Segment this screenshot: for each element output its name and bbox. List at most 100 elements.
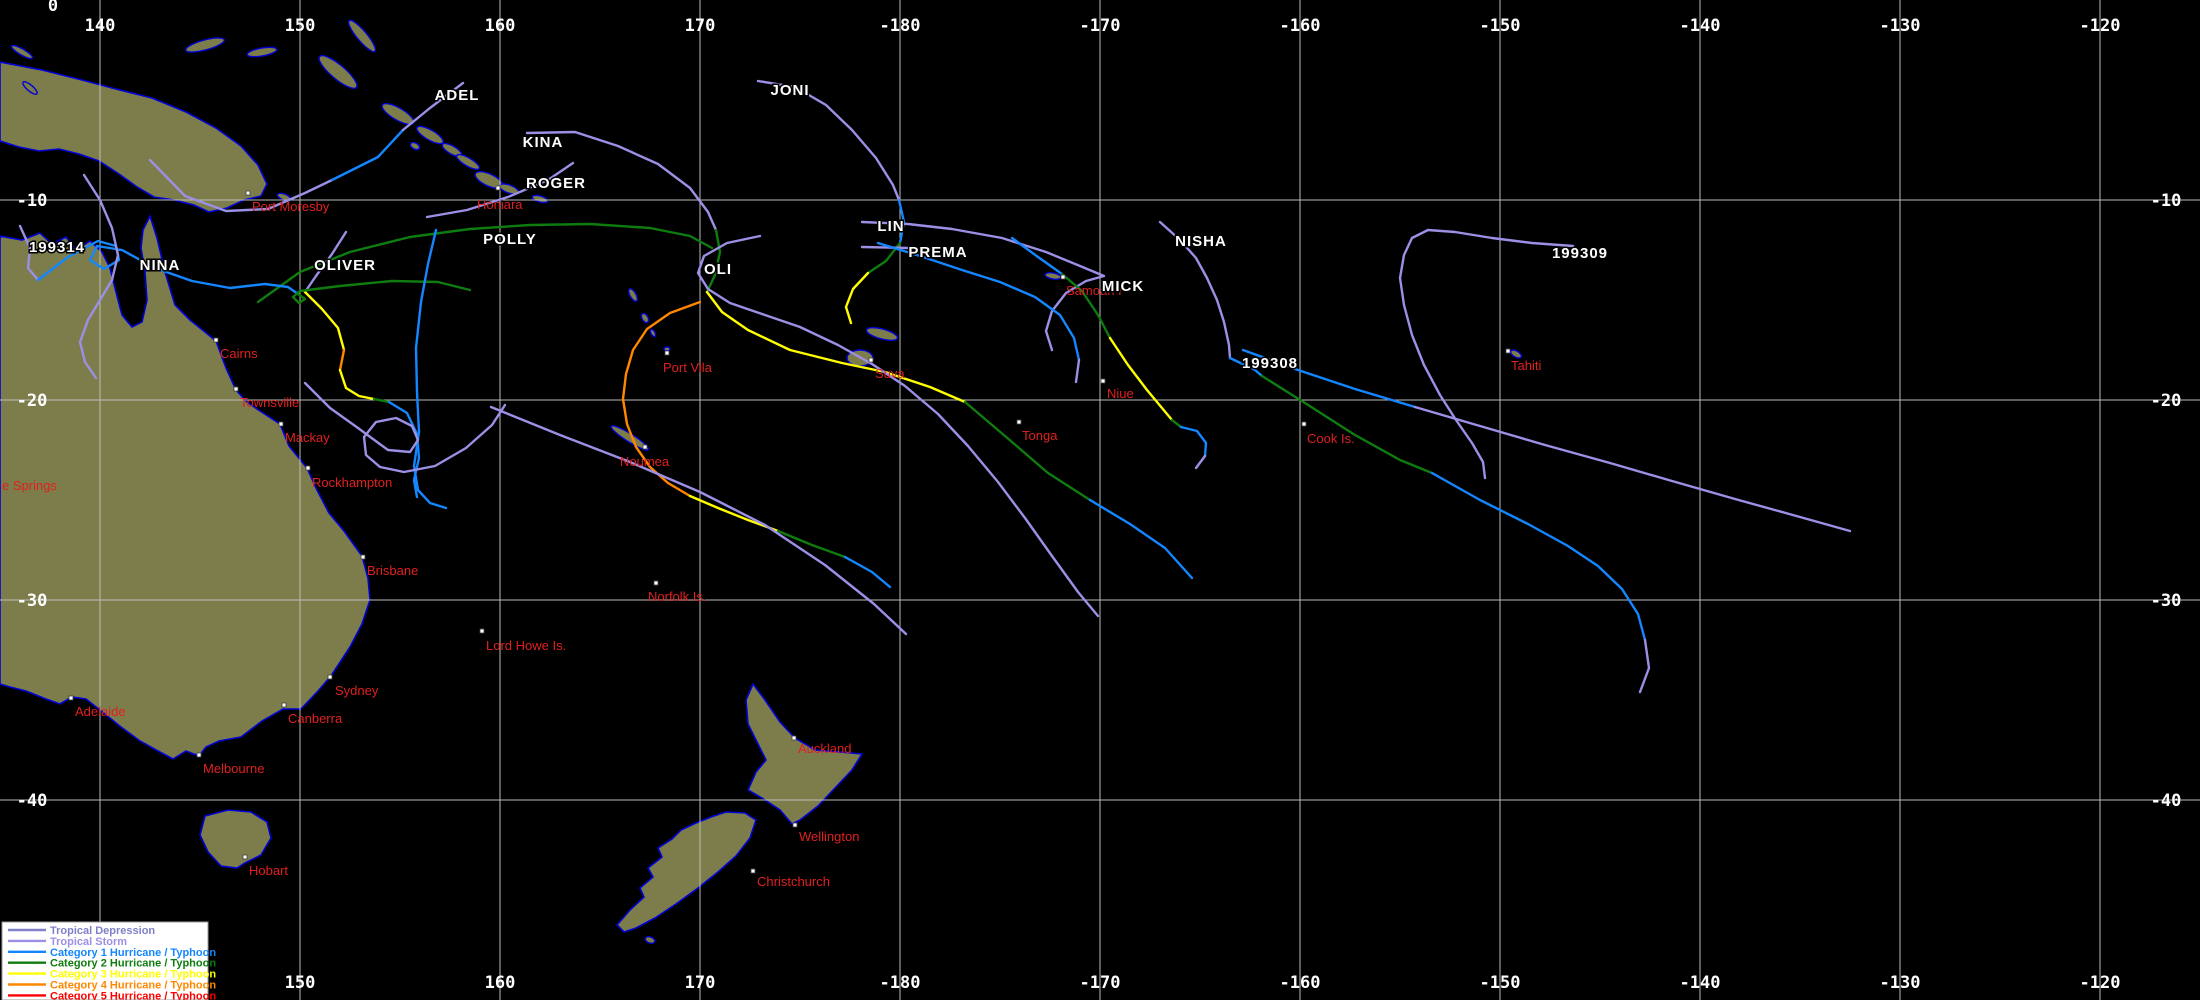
storm-label-adel: ADEL <box>435 87 480 104</box>
track-segment-ts <box>489 405 908 636</box>
city-tonga: Tonga <box>1016 419 1058 443</box>
storm-label-lin: LIN <box>877 218 904 235</box>
latitude-label-left: -10 <box>17 191 48 211</box>
land-nz-north-island <box>745 682 864 825</box>
track-KINA <box>525 130 1194 580</box>
track-199308 <box>1241 348 1852 533</box>
city-lord-howe-is-: Lord Howe Is. <box>479 628 566 653</box>
legend-item-c2: Category 2 Hurricane / Typhoon <box>8 958 216 970</box>
latitude-label-left: -40 <box>17 791 48 811</box>
island <box>22 81 38 95</box>
city-niue: Niue <box>1100 378 1134 401</box>
city-dot <box>1301 421 1307 427</box>
track-segment-c1 <box>1430 471 1647 642</box>
city-dot <box>495 185 501 191</box>
legend-item-c3: Category 3 Hurricane / Typhoon <box>8 969 216 981</box>
track-segment-ts <box>525 130 718 232</box>
city-dot <box>305 465 311 471</box>
city-sydney: Sydney <box>327 674 379 698</box>
track-segment-c3 <box>303 290 346 352</box>
track-tasman-loop <box>303 381 507 474</box>
track-segment-ts <box>860 245 940 252</box>
storm-label-kina: KINA <box>523 134 564 151</box>
longitude-label-bottom: -130 <box>1880 973 1921 993</box>
city-dot <box>213 337 219 343</box>
city-dot <box>868 357 874 363</box>
city-port-moresby: Port Moresby <box>245 190 330 214</box>
city-brisbane: Brisbane <box>360 554 418 578</box>
city-markers: Port Moresby Honiara Cairns Townsville Macka… <box>2 185 1541 889</box>
city-dot <box>1016 419 1022 425</box>
island <box>531 194 549 204</box>
track-ROGER <box>425 161 575 219</box>
storm-label-nisha: NISHA <box>1175 233 1227 250</box>
longitude-label-top: -170 <box>1080 16 1121 36</box>
longitude-label-top: -160 <box>1280 16 1321 36</box>
track-segment-ts <box>78 173 120 380</box>
city-label: Brisbane <box>367 563 418 578</box>
track-ADEL <box>148 81 465 213</box>
longitude-label-top: -150 <box>1480 16 1521 36</box>
track-segment-c2 <box>776 529 847 559</box>
track-LIN-branch <box>860 245 940 252</box>
city-label: Norfolk Is. <box>648 589 707 604</box>
longitude-label-bottom: -160 <box>1280 973 1321 993</box>
latitude-label-right: -10 <box>2151 191 2182 211</box>
city-label: Cairns <box>220 346 258 361</box>
legend-item-c1: Category 1 Hurricane / Typhoon <box>8 947 216 959</box>
city-dot <box>233 386 239 392</box>
city-label: Niue <box>1107 386 1134 401</box>
track-segment-c2 <box>1260 374 1434 475</box>
track-segment-c2 <box>963 400 1092 502</box>
city-label: Mackay <box>285 430 330 445</box>
legend-item-c5: Category 5 Hurricane / Typhoon <box>8 990 216 1000</box>
track-segment-c2 <box>1170 418 1183 429</box>
track-segment-c3 <box>1108 336 1174 422</box>
track-segment-ts <box>756 79 901 202</box>
storm-label-nina: NINA <box>140 257 181 274</box>
city-label: Samoan I <box>1066 283 1122 298</box>
land-nz-south-island <box>615 811 757 933</box>
storm-name-labels: ADEL KINA ROGER JONI POLLY OLIVER NINA 199314 OL… <box>27 81 1608 374</box>
storm-label-199314: 199314 <box>29 239 85 256</box>
track-segment-c3 <box>705 290 967 404</box>
legend-item-td: Tropical Depression <box>8 925 155 937</box>
city-dot <box>792 822 798 828</box>
track-segment-c2 <box>291 279 472 305</box>
track-PREMA <box>876 241 1081 384</box>
storm-label-mick: MICK <box>1102 278 1144 295</box>
track-segment-c1 <box>1088 498 1194 580</box>
track-segment-ts <box>1398 228 1575 480</box>
island <box>184 37 226 53</box>
land-new-guinea <box>0 61 268 213</box>
track-segment-c1 <box>1179 425 1208 458</box>
storm-label-oli: OLI <box>704 261 732 278</box>
longitude-label-top: -120 <box>2080 16 2121 36</box>
island <box>409 141 421 151</box>
city-dot <box>750 868 756 874</box>
track-segment-ts <box>1638 638 1651 694</box>
city-dot <box>1100 378 1106 384</box>
track-segment-c3 <box>688 494 780 533</box>
storm-label-199308: 199308 <box>1242 355 1298 372</box>
track-segment-ts <box>1158 220 1232 360</box>
city-label: Cook Is. <box>1307 431 1355 446</box>
city-canberra: Canberra <box>281 702 343 726</box>
track-LIN <box>860 220 1106 352</box>
longitude-label-bottom: 160 <box>485 973 516 993</box>
track-199314 <box>78 173 120 380</box>
legend-item-label: Category 1 Hurricane / Typhoon <box>50 947 216 959</box>
island <box>640 312 650 324</box>
city-label: Tahiti <box>1511 358 1541 373</box>
track-segment-c1 <box>36 239 300 296</box>
city-hobart: Hobart <box>242 854 288 878</box>
city-samoan-i: Samoan I <box>1060 274 1122 298</box>
city-dot <box>664 350 670 356</box>
city-wellington: Wellington <box>792 822 859 844</box>
longitude-label-bottom: -140 <box>1680 973 1721 993</box>
track-segment-ts <box>1194 454 1207 470</box>
track-199309 <box>1398 228 1575 480</box>
